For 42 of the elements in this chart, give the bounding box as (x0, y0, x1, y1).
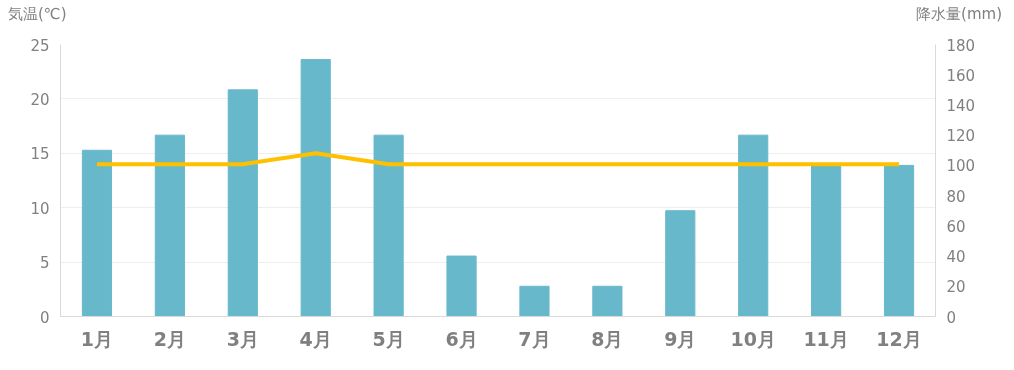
bar (154, 134, 185, 317)
y2-tick-label: 120 (946, 127, 976, 146)
x-tick-label: 8月 (591, 327, 624, 350)
bar (738, 134, 769, 317)
x-tick-label: 5月 (372, 327, 405, 350)
y2-tick-label: 60 (946, 217, 966, 236)
y-tick-label: 5 (39, 254, 50, 273)
y-tick-label: 0 (39, 308, 50, 327)
x-tick-label: 7月 (518, 327, 551, 350)
bar (81, 149, 113, 317)
y2-tick-label: 20 (946, 278, 966, 297)
y-tick-label: 10 (30, 199, 50, 218)
x-tick-label: 6月 (445, 327, 478, 350)
bar (300, 59, 331, 317)
x-tick-label: 12月 (876, 327, 922, 350)
y2-tick-label: 180 (946, 36, 976, 55)
x-tick-label: 4月 (299, 327, 332, 350)
y2-tick-label: 0 (946, 308, 957, 327)
y-tick-label: 20 (30, 90, 50, 109)
x-tick-label: 10月 (730, 327, 776, 350)
y-tick-label: 25 (30, 36, 50, 55)
bar (446, 255, 477, 317)
bar (811, 164, 842, 317)
x-tick-label: 2月 (153, 327, 186, 350)
bar (373, 134, 404, 317)
bar (665, 210, 696, 317)
y2-tick-label: 140 (946, 96, 976, 115)
y2-tick-label: 40 (946, 248, 966, 267)
bar (883, 164, 915, 317)
y-axis-title: 気温(℃) (8, 4, 67, 25)
x-tick-label: 3月 (226, 327, 259, 350)
y2-tick-label: 160 (946, 66, 976, 85)
y2-tick-label: 80 (946, 187, 966, 206)
y2-tick-label: 100 (946, 157, 976, 176)
bar (519, 285, 550, 317)
bar (592, 285, 623, 317)
x-tick-label: 9月 (664, 327, 697, 350)
x-tick-label: 11月 (803, 327, 849, 350)
y-tick-label: 15 (30, 145, 50, 164)
y2-axis-title: 降水量(mm) (916, 4, 1002, 25)
bar (227, 89, 258, 317)
x-tick-label: 1月 (80, 327, 114, 350)
